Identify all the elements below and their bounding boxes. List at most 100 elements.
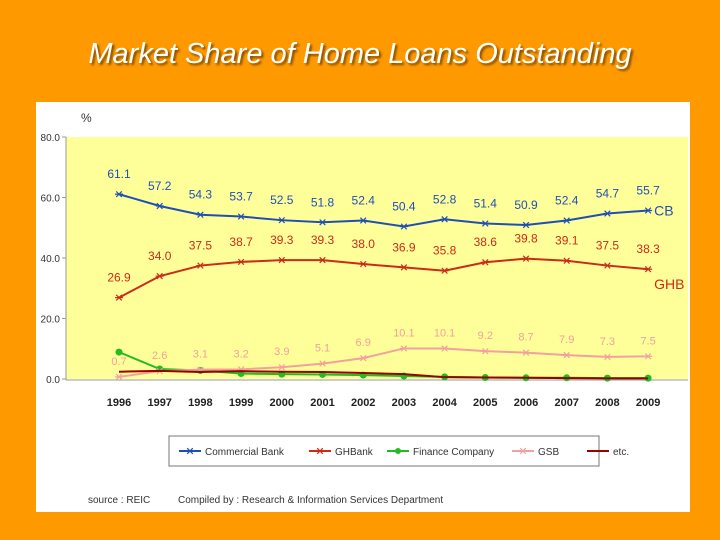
- chart-panel: % 80.0 60.0 40.0 20.0 0.0 1996 1997 1998 1999 20…: [36, 102, 690, 512]
- series-point: [115, 373, 123, 381]
- marker-stroke: [604, 353, 611, 361]
- series-line: [118, 257, 649, 299]
- data-label: 61.1: [107, 167, 131, 181]
- data-label: 3.1: [193, 349, 208, 361]
- series-point: [196, 262, 205, 269]
- x-tick-label: 1998: [188, 397, 212, 409]
- marker-stroke: [522, 349, 530, 356]
- x-tick-label: 2008: [595, 397, 619, 409]
- data-label: 2.6: [152, 350, 167, 362]
- data-label: 9.2: [478, 330, 493, 342]
- series-point: [522, 349, 530, 356]
- series-point: [115, 190, 123, 198]
- series-point: [318, 360, 327, 367]
- slide-title: Market Share of Home Loans Outstanding: [88, 38, 632, 70]
- series-point: [644, 265, 653, 273]
- series-point: [481, 259, 490, 266]
- series-point: [277, 216, 286, 224]
- marker-stroke: [197, 262, 204, 269]
- marker-stroke: [482, 259, 489, 266]
- data-label: 37.5: [596, 239, 620, 253]
- data-label: 36.9: [392, 240, 416, 254]
- series-point: [644, 353, 653, 360]
- marker-stroke: [319, 219, 326, 226]
- data-label: 8.7: [518, 332, 533, 344]
- series-layer: [115, 190, 653, 382]
- series-point: [155, 272, 164, 280]
- marker-stroke: [522, 255, 530, 262]
- data-label: 54.7: [596, 187, 620, 201]
- marker-stroke: [115, 294, 123, 301]
- series-point: [155, 202, 164, 210]
- series-point: [603, 353, 612, 361]
- data-label: 39.8: [514, 232, 538, 246]
- marker-stroke: [278, 363, 286, 371]
- y-tick-label: 80.0: [41, 133, 61, 144]
- marker-stroke: [359, 260, 367, 268]
- x-tick-label: 2007: [554, 397, 578, 409]
- series-point: [277, 256, 286, 264]
- series-point: [481, 220, 490, 227]
- marker-stroke: [644, 265, 652, 273]
- data-label: 7.9: [559, 334, 574, 346]
- series-end-label: CB: [654, 203, 673, 219]
- x-tick-label: 2006: [514, 397, 538, 409]
- y-tick-label: 40.0: [41, 254, 61, 265]
- x-tick-label: 1997: [147, 397, 171, 409]
- footnote-source: source : REIC: [88, 495, 150, 506]
- series-point: [359, 260, 368, 268]
- series-point: [481, 347, 490, 355]
- legend-marker: [395, 448, 401, 454]
- data-label: 51.4: [474, 197, 498, 211]
- marker-stroke: [237, 213, 245, 220]
- series-end-label: GHB: [654, 276, 684, 292]
- marker-stroke: [522, 221, 530, 229]
- series-point: [562, 217, 571, 224]
- series-point: [562, 351, 571, 359]
- marker-stroke: [319, 360, 326, 367]
- data-label: 10.1: [434, 327, 455, 339]
- marker-stroke: [441, 345, 448, 352]
- marker-stroke: [186, 447, 194, 455]
- marker-stroke: [197, 211, 204, 218]
- x-tick-label: 1996: [107, 397, 131, 409]
- data-label: 35.8: [433, 244, 457, 258]
- marker-stroke: [644, 207, 652, 214]
- marker-stroke: [359, 217, 367, 224]
- x-axis-ticks: 1996 1997 1998 1999 2000 2001 2002 2003 2004 2005…: [107, 397, 661, 409]
- marker-stroke: [441, 267, 448, 274]
- data-label: 38.7: [229, 235, 253, 249]
- unit-label: %: [81, 111, 92, 125]
- marker-stroke: [278, 256, 286, 264]
- series-line: [118, 369, 649, 380]
- series-point: [359, 217, 368, 224]
- data-label: 39.3: [311, 233, 335, 247]
- data-label: 54.3: [189, 188, 213, 202]
- series-point: [399, 264, 408, 271]
- x-tick-label: 2000: [270, 397, 294, 409]
- legend-label: Commercial Bank: [205, 447, 285, 458]
- legend-label: GSB: [538, 447, 559, 458]
- data-label: 52.8: [433, 192, 457, 206]
- data-label: 7.3: [600, 336, 615, 348]
- marker-stroke: [482, 220, 489, 227]
- x-tick-label: 2004: [432, 397, 457, 409]
- data-label: 52.5: [270, 193, 294, 207]
- data-label: 51.8: [311, 195, 335, 209]
- marker-stroke: [563, 351, 570, 359]
- marker-stroke: [115, 190, 123, 198]
- data-label: 0.7: [111, 356, 126, 368]
- marker-stroke: [604, 262, 611, 269]
- legend-marker: [316, 447, 324, 455]
- x-tick-label: 2001: [310, 397, 334, 409]
- data-label: 38.0: [352, 237, 376, 251]
- marker-stroke: [441, 216, 448, 223]
- data-label: 50.4: [392, 200, 416, 214]
- marker-stroke: [156, 272, 163, 280]
- x-tick-label: 2009: [636, 397, 660, 409]
- legend-label: Finance Company: [413, 447, 494, 458]
- data-label: 5.1: [315, 343, 330, 355]
- series-point: [237, 258, 246, 266]
- marker-stroke: [400, 223, 408, 230]
- data-label: 52.4: [352, 193, 376, 207]
